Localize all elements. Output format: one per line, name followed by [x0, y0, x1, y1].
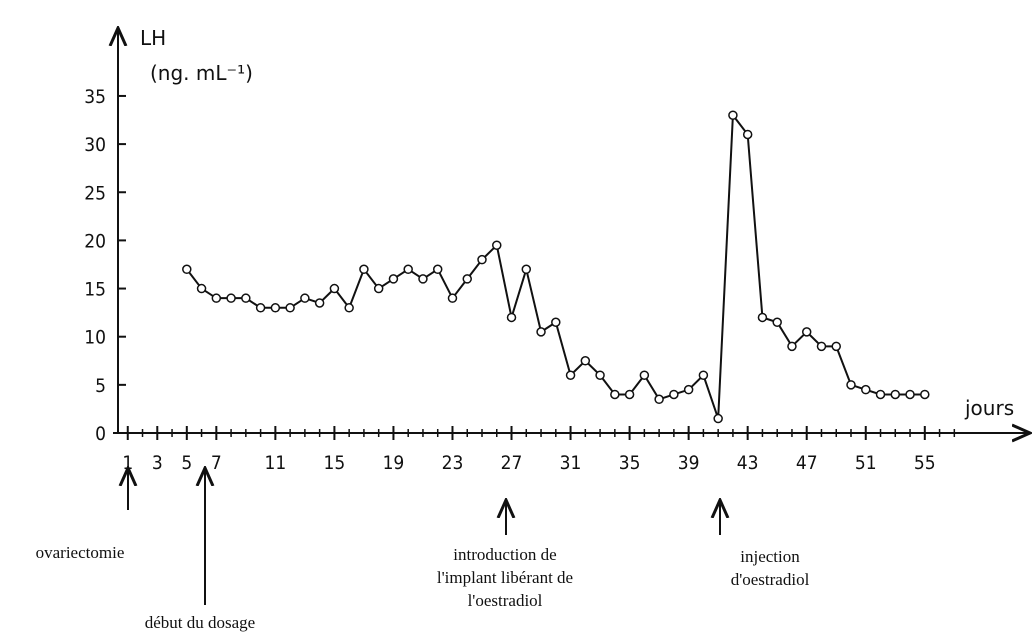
point [314, 298, 325, 308]
y-tick-label: 35 [84, 86, 106, 108]
point [624, 389, 635, 400]
x-tick-label: 7 [211, 452, 222, 474]
point [772, 317, 782, 328]
point [329, 283, 340, 294]
point [742, 129, 753, 140]
point [196, 283, 207, 294]
point [521, 264, 532, 275]
point [846, 380, 856, 390]
x-tick-label: 43 [737, 452, 759, 474]
point [373, 283, 384, 294]
y-unit: (ng. mL⁻¹) [150, 61, 253, 85]
y-tick-label: 25 [84, 182, 106, 204]
x-tick-label: 1 [122, 452, 133, 474]
x-tick-label: 51 [855, 452, 877, 474]
point [432, 264, 443, 275]
point [344, 303, 354, 313]
point [506, 312, 517, 323]
point [669, 389, 679, 400]
point [757, 312, 768, 323]
x-tick-label: 19 [383, 452, 405, 474]
point [787, 341, 797, 352]
point [226, 293, 236, 303]
point [728, 110, 738, 120]
x-tick-label: 31 [560, 452, 582, 474]
x-tick-label: 11 [264, 452, 286, 474]
point [211, 293, 222, 303]
point [255, 303, 266, 313]
y-tick-label: 5 [95, 375, 106, 397]
x-tick-label: 47 [796, 452, 818, 474]
point [285, 303, 295, 313]
point [861, 384, 871, 395]
point [492, 240, 502, 250]
point [683, 384, 694, 395]
annotation: injection [740, 547, 800, 566]
point [182, 264, 192, 275]
y-tick-label: 15 [84, 279, 106, 301]
x-tick-label: 15 [324, 452, 346, 474]
point [551, 317, 561, 328]
y-tick-label: 10 [84, 327, 106, 349]
annotation: l'oestradiol [468, 591, 543, 610]
point [831, 341, 841, 352]
x-tick-label: 55 [914, 452, 936, 474]
x-label: jours [964, 396, 1014, 420]
point [713, 413, 723, 424]
y-tick-label: 30 [84, 134, 106, 156]
x-tick-label: 3 [152, 452, 163, 474]
y-tick-label: 20 [84, 230, 106, 252]
point [403, 264, 413, 275]
point [639, 370, 650, 380]
x-tick-label: 39 [678, 452, 700, 474]
point [462, 274, 472, 284]
point [654, 394, 664, 405]
point [241, 293, 251, 303]
point [477, 254, 487, 265]
point [816, 341, 827, 352]
point [580, 356, 591, 366]
point [890, 389, 901, 400]
y-tick-label: 0 [95, 423, 106, 445]
point [388, 274, 399, 284]
point [270, 303, 281, 313]
x-tick-label: 23 [442, 452, 464, 474]
annotation: l'implant libérant de [437, 568, 573, 587]
x-tick-label: 35 [619, 452, 641, 474]
point [698, 370, 709, 380]
point [920, 389, 930, 400]
line [186, 112, 925, 419]
annotation: introduction de [453, 545, 556, 564]
point [905, 389, 915, 400]
point [875, 389, 886, 400]
y-label: LH [140, 26, 166, 50]
point [447, 293, 458, 303]
annotation: d'oestradiol [731, 570, 810, 589]
annotation: début du dosage [145, 613, 255, 632]
point [801, 327, 812, 337]
point [359, 264, 369, 275]
point [565, 370, 576, 380]
point [418, 274, 428, 284]
x-tick-label: 5 [181, 452, 192, 474]
x-tick-label: 27 [501, 452, 523, 474]
point [595, 370, 605, 380]
annotation: ovariectomie [36, 543, 125, 562]
point [610, 389, 620, 400]
point [536, 327, 546, 337]
point [300, 293, 310, 303]
